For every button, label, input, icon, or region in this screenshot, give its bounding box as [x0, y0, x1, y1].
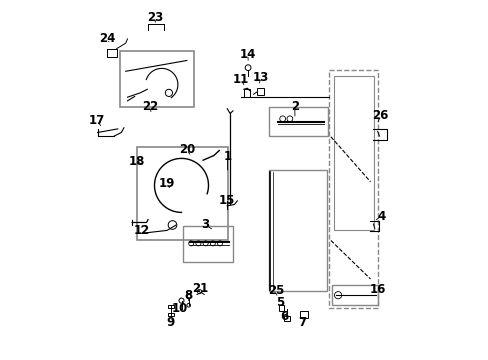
Text: 12: 12	[134, 224, 150, 237]
Bar	[257, 88, 264, 95]
Bar	[168, 305, 173, 308]
Text: 5: 5	[275, 296, 284, 309]
Text: 10: 10	[171, 302, 187, 315]
Text: 14: 14	[240, 48, 256, 61]
Text: 4: 4	[376, 210, 385, 222]
Text: 26: 26	[372, 109, 388, 122]
Bar	[136, 147, 228, 240]
Text: 1: 1	[223, 150, 231, 163]
Text: 6: 6	[280, 310, 287, 323]
Bar	[244, 89, 250, 97]
Text: 13: 13	[252, 71, 268, 84]
Text: 3: 3	[201, 218, 208, 231]
Text: 22: 22	[142, 100, 158, 113]
Text: 9: 9	[166, 316, 175, 329]
Text: 20: 20	[179, 143, 195, 156]
Text: 18: 18	[128, 155, 144, 168]
Bar	[279, 305, 284, 311]
Text: 15: 15	[218, 194, 234, 207]
Text: 7: 7	[297, 316, 305, 329]
Bar	[120, 51, 194, 107]
Bar	[168, 313, 173, 316]
Bar	[333, 76, 373, 230]
Bar	[331, 285, 378, 305]
Bar	[268, 107, 327, 136]
Text: 21: 21	[192, 282, 208, 294]
Text: 19: 19	[159, 177, 175, 190]
Text: 25: 25	[267, 284, 284, 297]
Text: 8: 8	[184, 289, 192, 302]
Text: 2: 2	[290, 100, 298, 113]
Text: 23: 23	[147, 11, 163, 24]
Bar	[183, 226, 232, 262]
Text: 17: 17	[89, 114, 105, 127]
Text: 11: 11	[232, 73, 248, 86]
Bar	[328, 70, 378, 308]
Text: 24: 24	[99, 32, 115, 45]
Bar	[300, 311, 307, 318]
Bar	[284, 316, 289, 321]
Text: 16: 16	[369, 283, 385, 296]
Bar	[268, 170, 326, 291]
